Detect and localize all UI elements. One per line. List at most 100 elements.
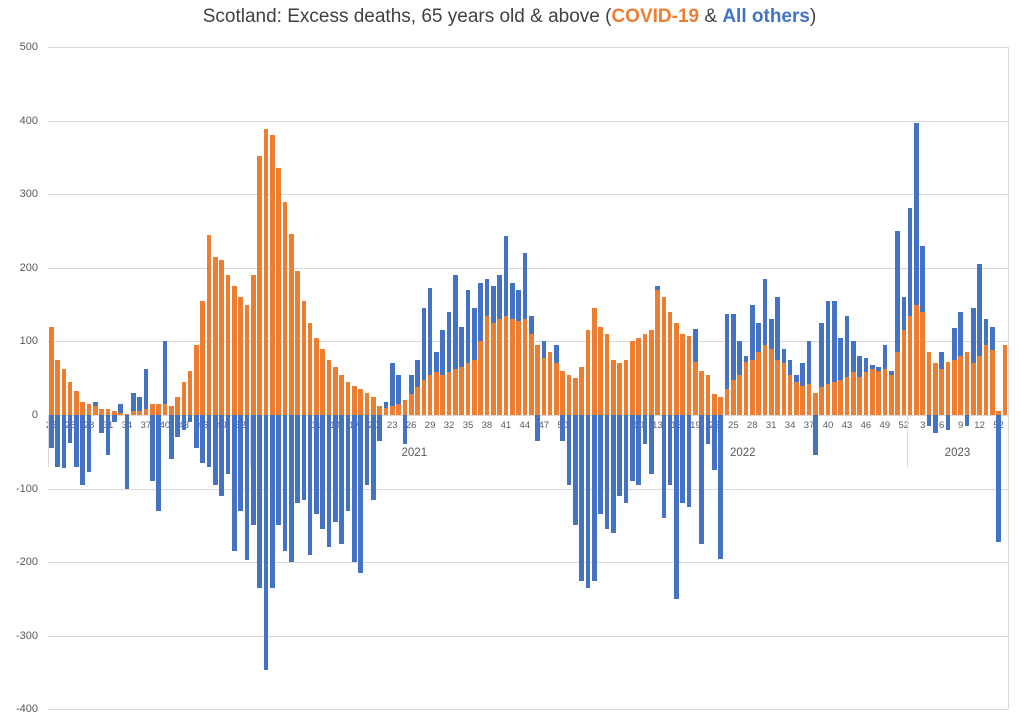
bar-covid19 — [137, 411, 142, 415]
bar-covid19 — [371, 396, 376, 415]
year-label: 2022 — [729, 447, 756, 459]
bar-covid19 — [642, 334, 648, 415]
bar-all-others — [67, 415, 73, 443]
bar-covid19 — [320, 348, 326, 415]
bar-covid19 — [737, 374, 742, 415]
bar-covid19 — [945, 362, 951, 415]
bar-covid19 — [693, 362, 698, 415]
bar-covid19 — [977, 356, 982, 415]
bar-covid19 — [813, 392, 818, 415]
x-axis-tick-label: 49 — [879, 420, 891, 431]
bar-covid19 — [535, 345, 540, 415]
bar-all-others — [137, 396, 142, 412]
bar-covid19 — [573, 378, 578, 415]
bar-covid19 — [920, 311, 926, 415]
year-separator-tick — [906, 415, 908, 467]
bar-all-others — [276, 415, 281, 526]
bar-covid19 — [674, 323, 679, 415]
bar-all-others — [389, 363, 395, 407]
bar-all-others — [131, 392, 136, 412]
bar-covid19 — [869, 369, 875, 415]
bar-covid19 — [857, 376, 862, 415]
bar-covid19 — [156, 403, 161, 415]
bar-covid19 — [989, 350, 995, 415]
bar-covid19 — [408, 394, 414, 415]
bar-covid19 — [162, 403, 168, 415]
title-covid-legend: COVID-19 — [611, 6, 700, 27]
bar-covid19 — [851, 372, 856, 415]
bar-covid19 — [326, 359, 332, 415]
bar-covid19 — [819, 387, 825, 415]
bar-covid19 — [276, 168, 281, 415]
bar-covid19 — [251, 275, 256, 415]
bar-covid19 — [86, 403, 92, 415]
bar-covid19 — [112, 411, 117, 415]
bar-covid19 — [434, 372, 439, 415]
bar-all-others — [737, 341, 742, 375]
bar-all-others — [724, 314, 730, 390]
bar-all-others — [781, 348, 787, 364]
bar-all-others — [232, 415, 237, 552]
bar-covid19 — [187, 370, 193, 415]
bar-covid19 — [105, 409, 111, 415]
bar-all-others — [244, 415, 250, 560]
bar-all-others — [516, 289, 521, 321]
bar-covid19 — [421, 379, 427, 415]
bar-covid19 — [200, 300, 206, 415]
bar-covid19 — [1002, 345, 1008, 415]
bar-covid19 — [80, 401, 86, 415]
bar-all-others — [364, 415, 370, 485]
bar-all-others — [345, 415, 351, 511]
bar-all-others — [143, 368, 149, 410]
bar-covid19 — [389, 406, 395, 415]
y-gridline — [48, 341, 1008, 343]
bar-all-others — [408, 374, 414, 395]
bar-all-others — [775, 297, 780, 360]
x-axis-tick-label: 13 — [652, 420, 663, 431]
bar-covid19 — [882, 369, 888, 415]
x-axis-tick-label: 19 — [690, 420, 701, 431]
y-axis-tick-label: 400 — [19, 114, 38, 127]
year-separator-tick — [578, 415, 580, 467]
bar-all-others — [869, 364, 875, 370]
bar-covid19 — [604, 334, 610, 415]
bar-all-others — [219, 415, 225, 496]
bar-covid19 — [762, 345, 768, 415]
year-label: 2021 — [401, 447, 428, 459]
bar-covid19 — [263, 129, 269, 415]
bar-all-others — [213, 415, 218, 485]
y-gridline — [48, 120, 1008, 122]
bar-all-others — [383, 401, 389, 408]
bar-all-others — [541, 341, 547, 358]
bar-covid19 — [503, 315, 509, 415]
bar-all-others — [257, 415, 262, 588]
bar-all-others — [838, 337, 843, 380]
bar-all-others — [497, 275, 502, 320]
x-axis-tick-label: 46 — [860, 420, 872, 431]
bar-all-others — [762, 278, 768, 346]
x-axis-tick-label: 25 — [727, 420, 739, 431]
y-axis-tick-label: 0 — [31, 409, 38, 421]
x-axis-tick-label: 9 — [957, 420, 964, 431]
y-gridline — [48, 267, 1008, 269]
bar-all-others — [964, 415, 970, 427]
bar-covid19 — [175, 396, 180, 415]
x-axis-tick-label: 29 — [424, 420, 436, 431]
bar-covid19 — [314, 337, 319, 415]
title-others-legend: All others — [722, 6, 810, 27]
bar-covid19 — [667, 311, 673, 415]
bar-all-others — [55, 415, 60, 467]
bar-covid19 — [749, 359, 755, 415]
bar-covid19 — [453, 369, 458, 415]
bar-covid19 — [206, 234, 212, 415]
year-label: 2023 — [944, 447, 971, 459]
bar-all-others — [446, 311, 452, 373]
bar-all-others — [269, 415, 275, 588]
y-axis-tick-label: 500 — [19, 41, 38, 53]
bar-all-others — [983, 319, 989, 346]
plot-right-border — [1008, 47, 1009, 710]
bar-all-others — [156, 415, 161, 511]
bar-covid19 — [358, 389, 363, 415]
bar-covid19 — [914, 304, 919, 415]
bar-all-others — [566, 415, 572, 485]
